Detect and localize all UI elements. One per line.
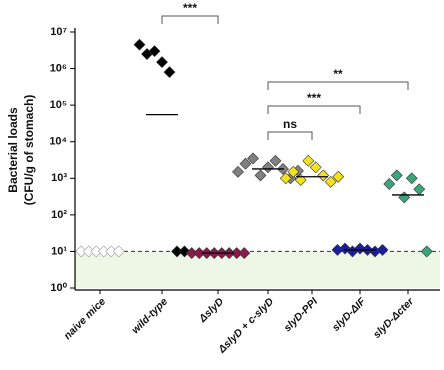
data-point (332, 170, 345, 183)
y-axis-label: Bacterial loads (6, 107, 20, 193)
data-point (339, 242, 351, 255)
y-tick-label: 10⁷ (50, 26, 67, 38)
data-point (262, 161, 274, 174)
y-tick-label: 10⁶ (50, 62, 67, 74)
detection-area (75, 251, 440, 288)
significance-bracket (161, 15, 219, 24)
data-point (133, 38, 146, 51)
data-point (232, 165, 244, 178)
x-tick-label: wild-type (129, 295, 170, 336)
x-tick-label: slyD-PPI (281, 295, 320, 334)
data-point (239, 157, 252, 170)
data-point (302, 154, 315, 167)
data-point (398, 191, 411, 204)
y-tick-label: 10³ (51, 172, 67, 184)
data-point (156, 56, 168, 69)
data-point (254, 169, 267, 182)
data-point (112, 245, 125, 258)
data-point (405, 172, 418, 185)
x-tick-label: ΔslyD (196, 295, 226, 325)
x-tick-label: slyD-ΔIF (330, 295, 369, 334)
y-tick-label: 10⁰ (50, 282, 67, 294)
x-tick-label: naive mice (62, 295, 109, 342)
data-point (294, 174, 307, 186)
y-axis-label: (CFU/g of stomach) (22, 95, 36, 206)
data-point (163, 66, 176, 79)
data-point (148, 45, 161, 58)
data-point (279, 172, 292, 185)
data-point (390, 169, 403, 182)
data-point (238, 247, 251, 260)
data-point (247, 152, 259, 165)
data-point (269, 154, 282, 167)
significance-label: ns (283, 117, 297, 131)
y-tick-label: 10⁵ (50, 99, 67, 111)
significance-label: *** (307, 91, 321, 105)
data-point (317, 169, 330, 182)
data-point (376, 243, 389, 256)
y-tick-label: 10² (51, 209, 67, 221)
y-tick-label: 10⁴ (49, 136, 67, 148)
data-point (287, 165, 300, 178)
significance-label: *** (183, 1, 197, 15)
x-tick-label: slyD-Δcter (371, 295, 417, 341)
data-point (178, 245, 191, 258)
significance-bracket (267, 81, 409, 90)
y-tick-label: 10¹ (51, 245, 67, 257)
data-point (420, 245, 433, 258)
data-point (383, 178, 396, 190)
significance-label: ** (333, 67, 343, 81)
data-point (309, 161, 322, 174)
data-point (324, 175, 337, 188)
significance-bracket (267, 105, 361, 114)
significance-bracket (267, 131, 313, 140)
data-point (354, 242, 366, 255)
data-point (413, 183, 426, 196)
